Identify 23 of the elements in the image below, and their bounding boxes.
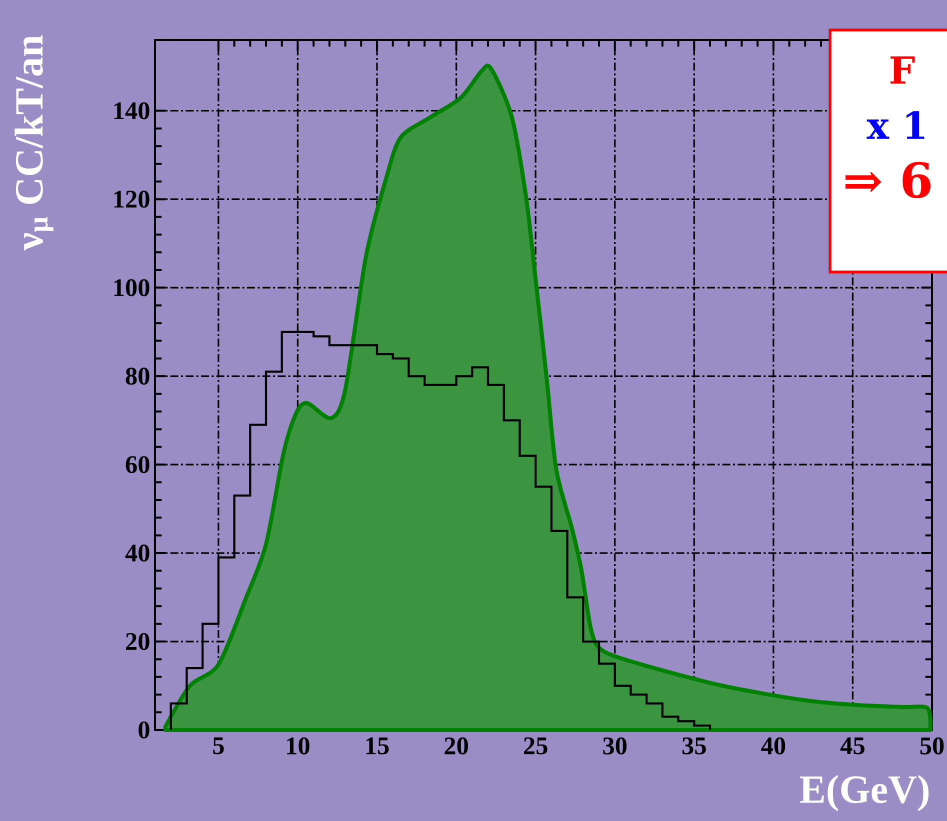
- y-tick-label: 120: [114, 190, 150, 208]
- y-tick-label: 20: [126, 632, 150, 650]
- annotation: F: [890, 56, 915, 84]
- y-tick-label: 60: [126, 456, 150, 474]
- y-axis-title: ν$_{μ}$ CC/kT/an: [14, 35, 54, 250]
- annotation: ⇒ 6: [845, 162, 930, 198]
- x-axis-title: E(GeV): [800, 775, 929, 812]
- x-tick-label: 15: [366, 737, 389, 754]
- y-tick-label: 100: [114, 279, 150, 296]
- x-tick-label: 30: [603, 737, 627, 754]
- x-tick-label: 25: [524, 737, 548, 754]
- annotation: x 1: [866, 111, 924, 139]
- y-tick-label: 80: [126, 368, 150, 385]
- x-tick-label: 5: [213, 737, 224, 754]
- x-tick-label: 50: [920, 737, 944, 754]
- x-tick-label: 40: [761, 737, 786, 754]
- y-tick-label: 140: [114, 102, 150, 120]
- x-tick-label: 35: [682, 737, 706, 754]
- y-tick-label: 0: [138, 721, 150, 739]
- x-tick-label: 45: [840, 737, 864, 754]
- x-tick-label: 20: [444, 737, 468, 754]
- y-tick-label: 40: [125, 544, 150, 562]
- x-tick-label: 10: [287, 737, 310, 754]
